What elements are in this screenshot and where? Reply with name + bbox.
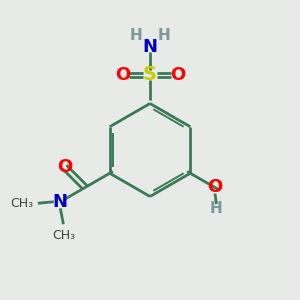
Text: O: O	[57, 158, 72, 176]
Text: O: O	[170, 66, 185, 84]
Text: S: S	[143, 65, 157, 85]
Text: O: O	[207, 178, 223, 196]
Text: H: H	[129, 28, 142, 43]
Text: N: N	[142, 38, 158, 56]
Text: H: H	[210, 201, 223, 216]
Text: N: N	[53, 193, 68, 211]
Text: CH₃: CH₃	[52, 229, 75, 242]
Text: CH₃: CH₃	[10, 197, 33, 210]
Text: H: H	[158, 28, 171, 43]
Text: O: O	[115, 66, 130, 84]
